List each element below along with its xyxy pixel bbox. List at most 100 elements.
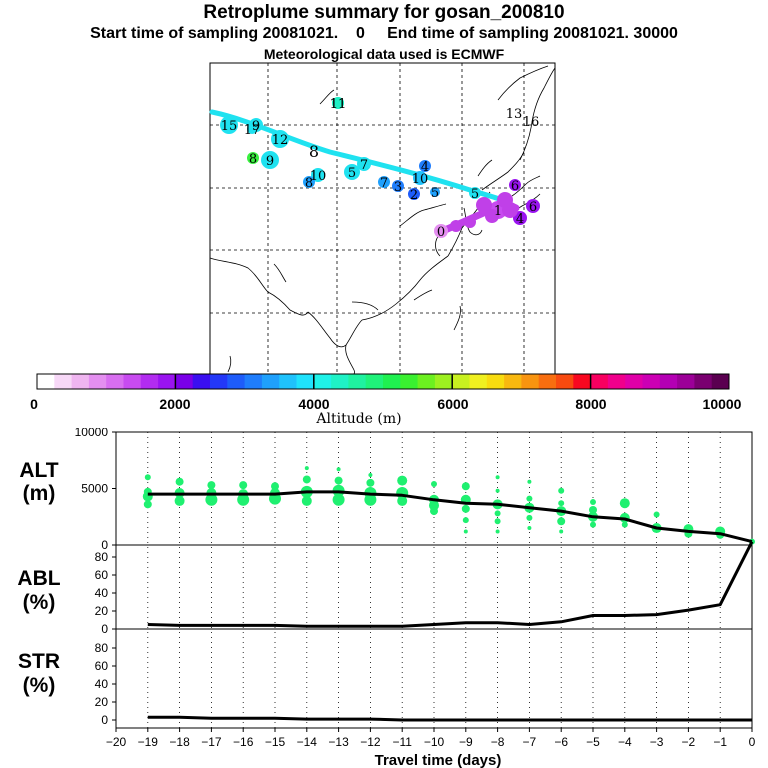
alt-scatter-point [237, 493, 250, 506]
colorbar-cell [607, 374, 626, 389]
alt-scatter-point [461, 482, 470, 491]
colorbar-cell [210, 374, 228, 389]
trajectory-cluster [378, 176, 390, 188]
y-tick-label: 80 [95, 550, 109, 564]
time-series-panels: −20 −19 −18 −17 −16 −15 −14 −13 −12 −11 −10 −9 −8 −7−… [17, 428, 756, 768]
alt-scatter-point [527, 479, 532, 484]
trajectory-line-main [209, 109, 513, 207]
colorbar-cell [504, 374, 522, 389]
x-tick-label: 0 [749, 735, 756, 749]
colorbar-cell [486, 374, 505, 389]
cluster-label: 9 [266, 154, 274, 169]
x-axis-label: Travel time (days) [375, 752, 502, 768]
trajectory-cluster [450, 220, 462, 232]
alt-scatter-point [397, 495, 408, 506]
cluster-label: 0 [437, 225, 445, 240]
trajectory-cluster [303, 176, 315, 188]
alt-label: ALT [19, 459, 58, 482]
trajectory-cluster [332, 97, 344, 109]
trajectory-cluster [261, 151, 279, 169]
alt-scatter-point [366, 478, 375, 487]
colorbar-cell [365, 374, 384, 389]
cluster-label: 15 [221, 119, 238, 134]
x-tick-label: −11 [392, 735, 412, 749]
colorbar-cell [417, 374, 436, 389]
cluster-label: 5 [471, 187, 479, 202]
cluster-label: 5 [431, 186, 439, 201]
colorbar-cell [175, 374, 194, 389]
colorbar-cell [659, 374, 678, 389]
colorbar-cell [123, 374, 142, 389]
cluster-label: 10 [412, 172, 429, 187]
str-label: STR [18, 650, 60, 673]
colorbar-cell [192, 374, 211, 389]
panel-labels: ALT (m) ABL (%) STR (%) [17, 459, 60, 697]
x-tick-label: −2 [682, 735, 696, 749]
trajectory-cluster [419, 160, 431, 172]
colorbar-cell [331, 374, 349, 389]
colorbar-cell [227, 374, 245, 389]
x-tick-label: −5 [586, 735, 600, 749]
colorbar-cell [625, 374, 643, 389]
colorbar-cell [37, 374, 55, 389]
cluster-label: 16 [523, 115, 540, 130]
alt-scatter-point [175, 477, 184, 486]
colorbar-cell [677, 374, 695, 389]
trajectory-cluster [502, 202, 518, 218]
colorbar-cell [556, 374, 574, 389]
x-tick-label: −15 [265, 735, 286, 749]
alt-scatter-point [143, 500, 152, 509]
alt-scatter-point [461, 504, 470, 513]
x-tick-label: −10 [424, 735, 445, 749]
alt-scatter-point [302, 475, 311, 484]
colorbar-cell [400, 374, 418, 389]
colorbar-cell [538, 374, 557, 389]
cluster-label: 1 [494, 204, 502, 219]
x-tick-label: −18 [169, 735, 190, 749]
alt-scatter-point [205, 493, 218, 506]
cluster-label: 5 [348, 166, 356, 181]
met-data-subtitle: Meteorological data used is ECMWF [263, 46, 505, 62]
colorbar-border [36, 373, 730, 390]
trajectory-cluster [220, 116, 238, 134]
cluster-label: 8 [249, 152, 257, 167]
alt-scatter-point [239, 481, 248, 490]
x-tick-label: −17 [201, 735, 222, 749]
sampling-time-subtitle: Start time of sampling 20081021. 0 End t… [90, 25, 678, 42]
x-tick-label: −13 [328, 735, 349, 749]
trajectory-cluster [344, 164, 360, 180]
map-frame [209, 62, 556, 377]
y-tick-label: 0 [101, 538, 108, 552]
alt-scatter-point [429, 500, 439, 511]
altitude-colorbar: 0 2000 4000 6000 8000 10000 Altitude (m) [30, 373, 742, 427]
colorbar-cell [54, 374, 72, 389]
cluster-label: 7 [380, 176, 388, 191]
colorbar-tick: 0 [30, 396, 38, 412]
x-tick-label: −7 [523, 735, 537, 749]
colorbar-tick: 4000 [298, 396, 329, 412]
cluster-label: 13 [506, 107, 523, 122]
x-tick-label: −16 [233, 735, 254, 749]
y-tick-label: 60 [95, 659, 109, 673]
str-line [147, 715, 752, 722]
alt-scatter-point [334, 476, 343, 485]
alt-scatter-point [207, 481, 216, 490]
y-tick-label: 5000 [81, 482, 108, 496]
chart-title: Retroplume summary for gosan_200810 [203, 2, 565, 23]
alt-scatter-point [527, 526, 532, 531]
colorbar-cell [296, 374, 315, 389]
colorbar-cell [244, 374, 263, 389]
colorbar-cell [279, 374, 297, 389]
alt-scatter-point [144, 474, 151, 481]
x-tick-label: −1 [713, 735, 727, 749]
y-tick-label: 40 [95, 677, 109, 691]
alt-scatter-point [462, 517, 469, 524]
colorbar-cells [36, 373, 730, 390]
trajectory-cluster [509, 179, 521, 191]
x-tick-label: −8 [491, 735, 505, 749]
alt-scatter-points [142, 466, 755, 545]
alt-scatter-point [301, 495, 312, 506]
alt-scatter-point [653, 511, 660, 518]
